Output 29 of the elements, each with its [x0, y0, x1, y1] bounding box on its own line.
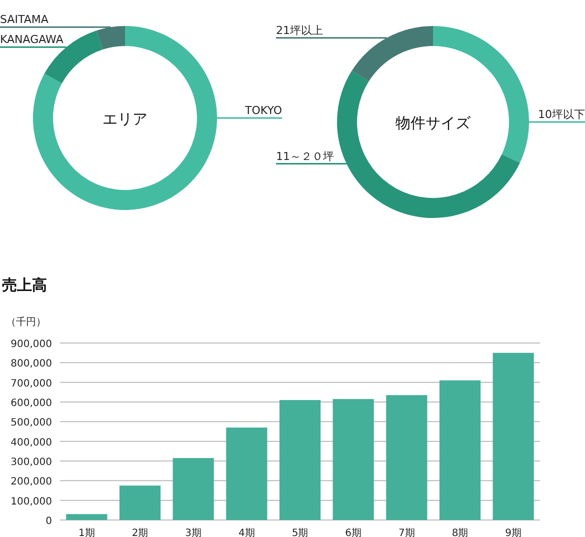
text: 物件サイズ [396, 114, 472, 132]
y-tick-label: 400,000 [10, 437, 52, 448]
y-tick-label: 900,000 [10, 339, 52, 350]
y-axis-title: （千円） [6, 316, 46, 328]
y-tick-label: 0 [46, 516, 52, 527]
x-tick-label: 4期 [238, 527, 255, 537]
slice-label: SAITAMA [0, 13, 49, 26]
y-tick-label: 100,000 [10, 496, 52, 508]
x-tick-label: 2期 [132, 527, 148, 537]
x-tick-label: 7期 [398, 527, 415, 537]
x-tick-label: 1期 [78, 527, 95, 537]
y-tick-label: 600,000 [10, 398, 52, 409]
y-tick-label: 300,000 [10, 457, 52, 468]
y-tick-label: 700,000 [10, 378, 52, 390]
slice-label: 10坪以下 [538, 108, 585, 121]
y-tick-label: 200,000 [10, 476, 52, 488]
slice-label: KANAGAWA [0, 33, 64, 46]
slice-label: 11～２０坪 [276, 150, 334, 163]
x-tick-label: 8期 [452, 527, 468, 537]
slice-label: 21坪以上 [276, 24, 323, 37]
x-tick-label: 5期 [292, 527, 308, 537]
x-tick-label: 3期 [185, 527, 202, 537]
text: エリア [102, 110, 148, 128]
x-tick-label: 6期 [345, 527, 362, 537]
slice-label: TOKYO [244, 104, 282, 117]
chart-title: 売上高 [2, 276, 47, 294]
y-tick-label: 500,000 [10, 418, 52, 429]
y-tick-label: 800,000 [10, 358, 52, 370]
x-tick-label: 9期 [505, 527, 522, 537]
